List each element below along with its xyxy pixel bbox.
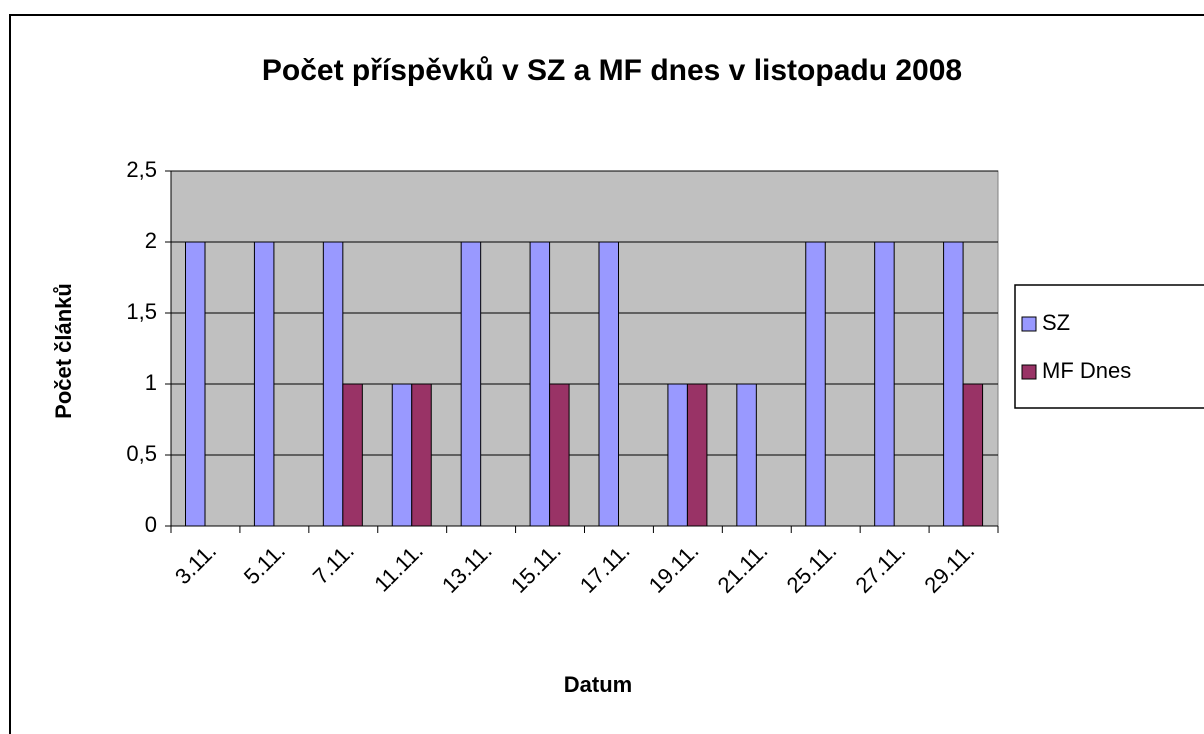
bar: [322, 241, 344, 527]
y-tick-label: 1: [145, 370, 157, 395]
bar: [736, 383, 757, 527]
y-tick-label: 1,5: [126, 299, 157, 324]
x-axis-label: Datum: [564, 672, 632, 697]
bar: [529, 241, 551, 527]
bar: [549, 383, 570, 527]
y-tick-label: 2: [145, 228, 157, 253]
y-tick-label: 0: [145, 512, 157, 537]
bar: [185, 241, 206, 527]
bar: [460, 241, 482, 527]
chart-title: Počet příspěvků v SZ a MF dnes v listopa…: [262, 54, 962, 87]
bar: [805, 241, 826, 527]
bar: [943, 241, 964, 527]
y-axis-label: Počet článků: [51, 283, 76, 419]
bar: [686, 383, 708, 527]
bar: [253, 241, 275, 527]
legend: [1014, 284, 1204, 409]
bar: [874, 241, 895, 527]
legend-key: [1021, 364, 1037, 380]
y-tick-label: 2,5: [126, 157, 157, 182]
bar: [962, 383, 984, 527]
bar: [598, 241, 619, 527]
bar: [391, 383, 413, 527]
y-tick-label: 0,5: [126, 441, 157, 466]
bar: [411, 383, 432, 527]
bar: [667, 383, 688, 527]
legend-key: [1021, 316, 1037, 332]
legend-label: MF Dnes: [1042, 358, 1131, 383]
bar: [342, 383, 363, 527]
legend-label: SZ: [1042, 310, 1070, 335]
plot-area: [170, 170, 999, 527]
